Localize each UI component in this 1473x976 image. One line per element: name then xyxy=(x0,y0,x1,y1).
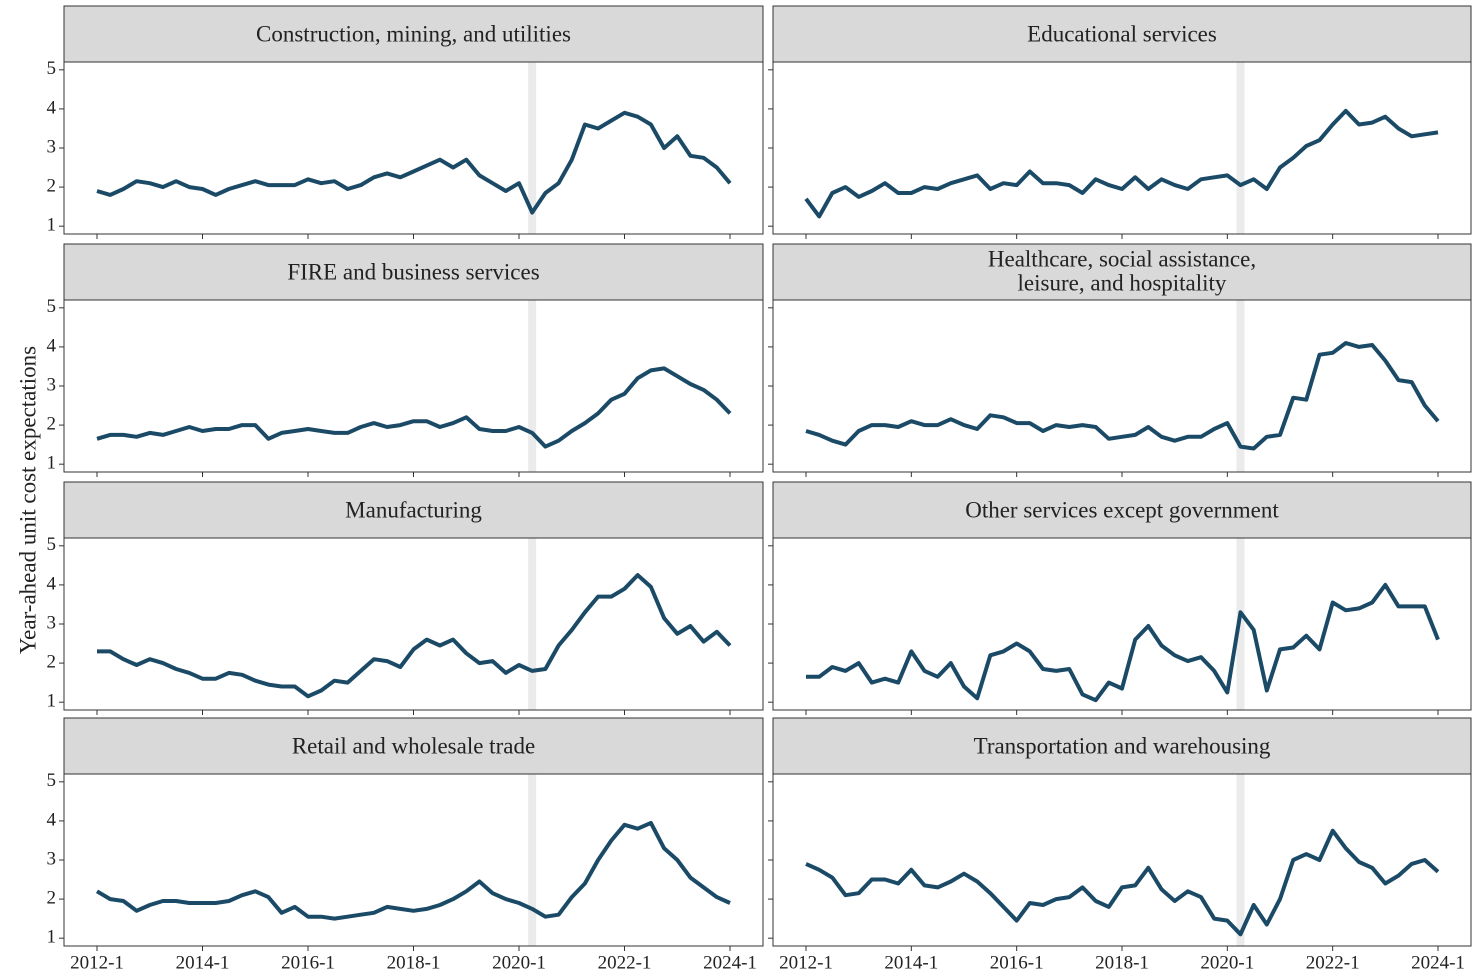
x-tick-label: 2012-1 xyxy=(70,952,124,973)
panel-title: Other services except government xyxy=(965,497,1279,522)
x-tick-label: 2020-1 xyxy=(1200,952,1254,973)
y-tick-label: 2 xyxy=(47,651,57,672)
shaded-band xyxy=(528,62,537,234)
y-tick-label: 2 xyxy=(47,175,57,196)
y-tick-label: 4 xyxy=(47,809,57,830)
strip xyxy=(63,717,764,775)
shaded-band xyxy=(528,774,537,946)
line xyxy=(96,366,732,449)
strip xyxy=(772,717,1472,775)
strip xyxy=(63,5,764,63)
shaded-band xyxy=(1236,300,1245,472)
shaded-band xyxy=(528,300,537,472)
x-tick-label: 2016-1 xyxy=(281,952,335,973)
line xyxy=(806,582,1440,703)
y-tick-label: 1 xyxy=(47,215,57,236)
y-tick-label: 3 xyxy=(47,612,57,633)
panel-title: Healthcare, social assistance, xyxy=(988,246,1256,271)
y-tick-label: 2 xyxy=(47,413,57,434)
y-tick-label: 4 xyxy=(47,97,57,118)
line xyxy=(97,573,732,699)
line xyxy=(805,341,1440,451)
panel-title: FIRE and business services xyxy=(287,259,539,284)
strip xyxy=(63,243,764,301)
panel-border xyxy=(63,537,764,711)
line xyxy=(805,828,1440,937)
panel-title: Educational services xyxy=(1027,21,1217,46)
strip xyxy=(772,481,1472,539)
y-tick-label: 4 xyxy=(47,573,57,594)
x-tick-label: 2018-1 xyxy=(387,952,441,973)
y-tick-label: 1 xyxy=(47,691,57,712)
panel-title: Transportation and warehousing xyxy=(974,733,1271,758)
y-tick-label: 3 xyxy=(47,848,57,869)
line xyxy=(95,820,731,921)
panel-title: Manufacturing xyxy=(345,497,482,522)
panel-border xyxy=(772,299,1472,473)
y-tick-label: 5 xyxy=(47,296,57,317)
x-tick-label: 2016-1 xyxy=(990,952,1044,973)
x-tick-label: 2022-1 xyxy=(598,952,652,973)
panel-border xyxy=(772,773,1472,947)
panel-border xyxy=(63,299,764,473)
y-tick-label: 3 xyxy=(47,136,57,157)
panel-title: leisure, and hospitality xyxy=(1018,270,1227,295)
y-tick-label: 2 xyxy=(47,887,57,908)
x-tick-label: 2014-1 xyxy=(884,952,938,973)
y-tick-label: 3 xyxy=(47,374,57,395)
y-tick-label: 1 xyxy=(47,453,57,474)
x-tick-label: 2012-1 xyxy=(779,952,833,973)
panel-title: Construction, mining, and utilities xyxy=(256,21,571,46)
panel-border xyxy=(772,61,1472,235)
x-tick-label: 2024-1 xyxy=(1411,952,1465,973)
x-tick-label: 2022-1 xyxy=(1306,952,1360,973)
x-tick-label: 2018-1 xyxy=(1095,952,1149,973)
y-tick-label: 5 xyxy=(47,58,57,79)
strip xyxy=(772,5,1472,63)
panel-border xyxy=(63,61,764,235)
x-tick-label: 2014-1 xyxy=(176,952,230,973)
y-tick-label: 1 xyxy=(47,927,57,948)
y-tick-label: 5 xyxy=(47,534,57,555)
line xyxy=(96,110,732,215)
shaded-band xyxy=(1236,774,1245,946)
y-tick-label: 5 xyxy=(47,770,57,791)
y-tick-label: 4 xyxy=(47,335,57,356)
x-tick-label: 2024-1 xyxy=(703,952,757,973)
x-tick-label: 2020-1 xyxy=(492,952,546,973)
y-axis-label: Year-ahead unit cost expectations xyxy=(15,346,40,654)
strip xyxy=(772,243,1472,301)
panel-border xyxy=(63,773,764,947)
panel-title: Retail and wholesale trade xyxy=(292,733,535,758)
panel-border xyxy=(772,537,1472,711)
line xyxy=(804,108,1439,219)
shaded-band xyxy=(1236,62,1245,234)
shaded-band xyxy=(528,538,537,710)
